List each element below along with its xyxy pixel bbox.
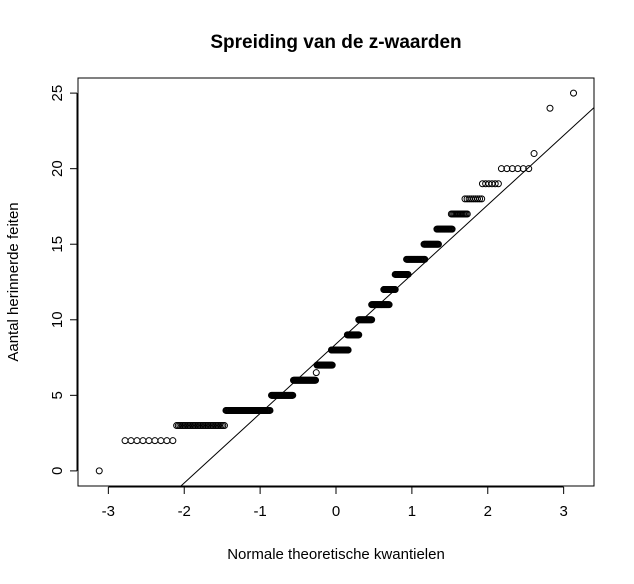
data-point bbox=[151, 437, 159, 445]
data-point bbox=[478, 195, 486, 203]
data-point bbox=[434, 240, 442, 248]
data-point bbox=[139, 437, 147, 445]
data-point bbox=[169, 437, 177, 445]
data-point bbox=[421, 255, 429, 263]
data-point bbox=[474, 195, 482, 203]
data-point bbox=[448, 225, 456, 233]
x-tick-label: 0 bbox=[332, 503, 340, 520]
data-point bbox=[312, 376, 320, 384]
data-point bbox=[508, 165, 516, 173]
chart-title: Spreiding van de z-waarden bbox=[210, 32, 461, 53]
data-point bbox=[494, 180, 502, 188]
data-point bbox=[385, 301, 393, 309]
plot-frame bbox=[77, 77, 595, 487]
y-tick-label: 5 bbox=[49, 391, 66, 399]
data-point bbox=[391, 286, 399, 294]
x-tick-label: -3 bbox=[102, 503, 115, 520]
data-point bbox=[220, 422, 228, 430]
data-point bbox=[127, 437, 135, 445]
data-point bbox=[328, 361, 336, 369]
y-axis-title: Aantal herinnerde feiten bbox=[5, 202, 22, 361]
reference-line bbox=[180, 107, 595, 487]
data-points bbox=[95, 89, 578, 475]
y-tick-label: 10 bbox=[49, 311, 66, 328]
x-tick-label: 1 bbox=[408, 503, 416, 520]
data-point bbox=[121, 437, 129, 445]
data-point bbox=[491, 180, 499, 188]
data-point bbox=[525, 165, 533, 173]
data-point bbox=[476, 195, 484, 203]
y-tick-label: 20 bbox=[49, 160, 66, 177]
data-point bbox=[355, 331, 363, 339]
data-point bbox=[133, 437, 141, 445]
data-point bbox=[497, 165, 505, 173]
data-point bbox=[503, 165, 511, 173]
x-tick-label: 3 bbox=[559, 503, 567, 520]
x-axis: -3 -2 -1 0 1 2 3 bbox=[102, 486, 568, 520]
data-point bbox=[368, 316, 376, 324]
data-point bbox=[344, 346, 352, 354]
data-point bbox=[463, 210, 471, 218]
x-tick-label: 2 bbox=[484, 503, 492, 520]
data-point bbox=[519, 165, 527, 173]
y-tick-label: 25 bbox=[49, 85, 66, 102]
data-point bbox=[514, 165, 522, 173]
x-tick-label: -1 bbox=[253, 503, 266, 520]
data-point bbox=[266, 406, 274, 414]
data-point bbox=[289, 391, 297, 399]
data-point bbox=[312, 369, 320, 377]
data-point bbox=[546, 104, 554, 112]
data-point bbox=[404, 270, 412, 278]
y-tick-label: 0 bbox=[49, 467, 66, 475]
data-point bbox=[157, 437, 165, 445]
x-tick-label: -2 bbox=[178, 503, 191, 520]
reference-line-group bbox=[180, 107, 595, 487]
y-tick-label: 15 bbox=[49, 236, 66, 253]
x-axis-title: Normale theoretische kwantielen bbox=[227, 546, 445, 563]
data-point bbox=[163, 437, 171, 445]
data-point bbox=[530, 150, 538, 158]
data-point bbox=[95, 467, 103, 475]
y-axis: 0 5 10 15 20 25 bbox=[49, 85, 78, 475]
data-point bbox=[145, 437, 153, 445]
data-point bbox=[570, 89, 578, 97]
